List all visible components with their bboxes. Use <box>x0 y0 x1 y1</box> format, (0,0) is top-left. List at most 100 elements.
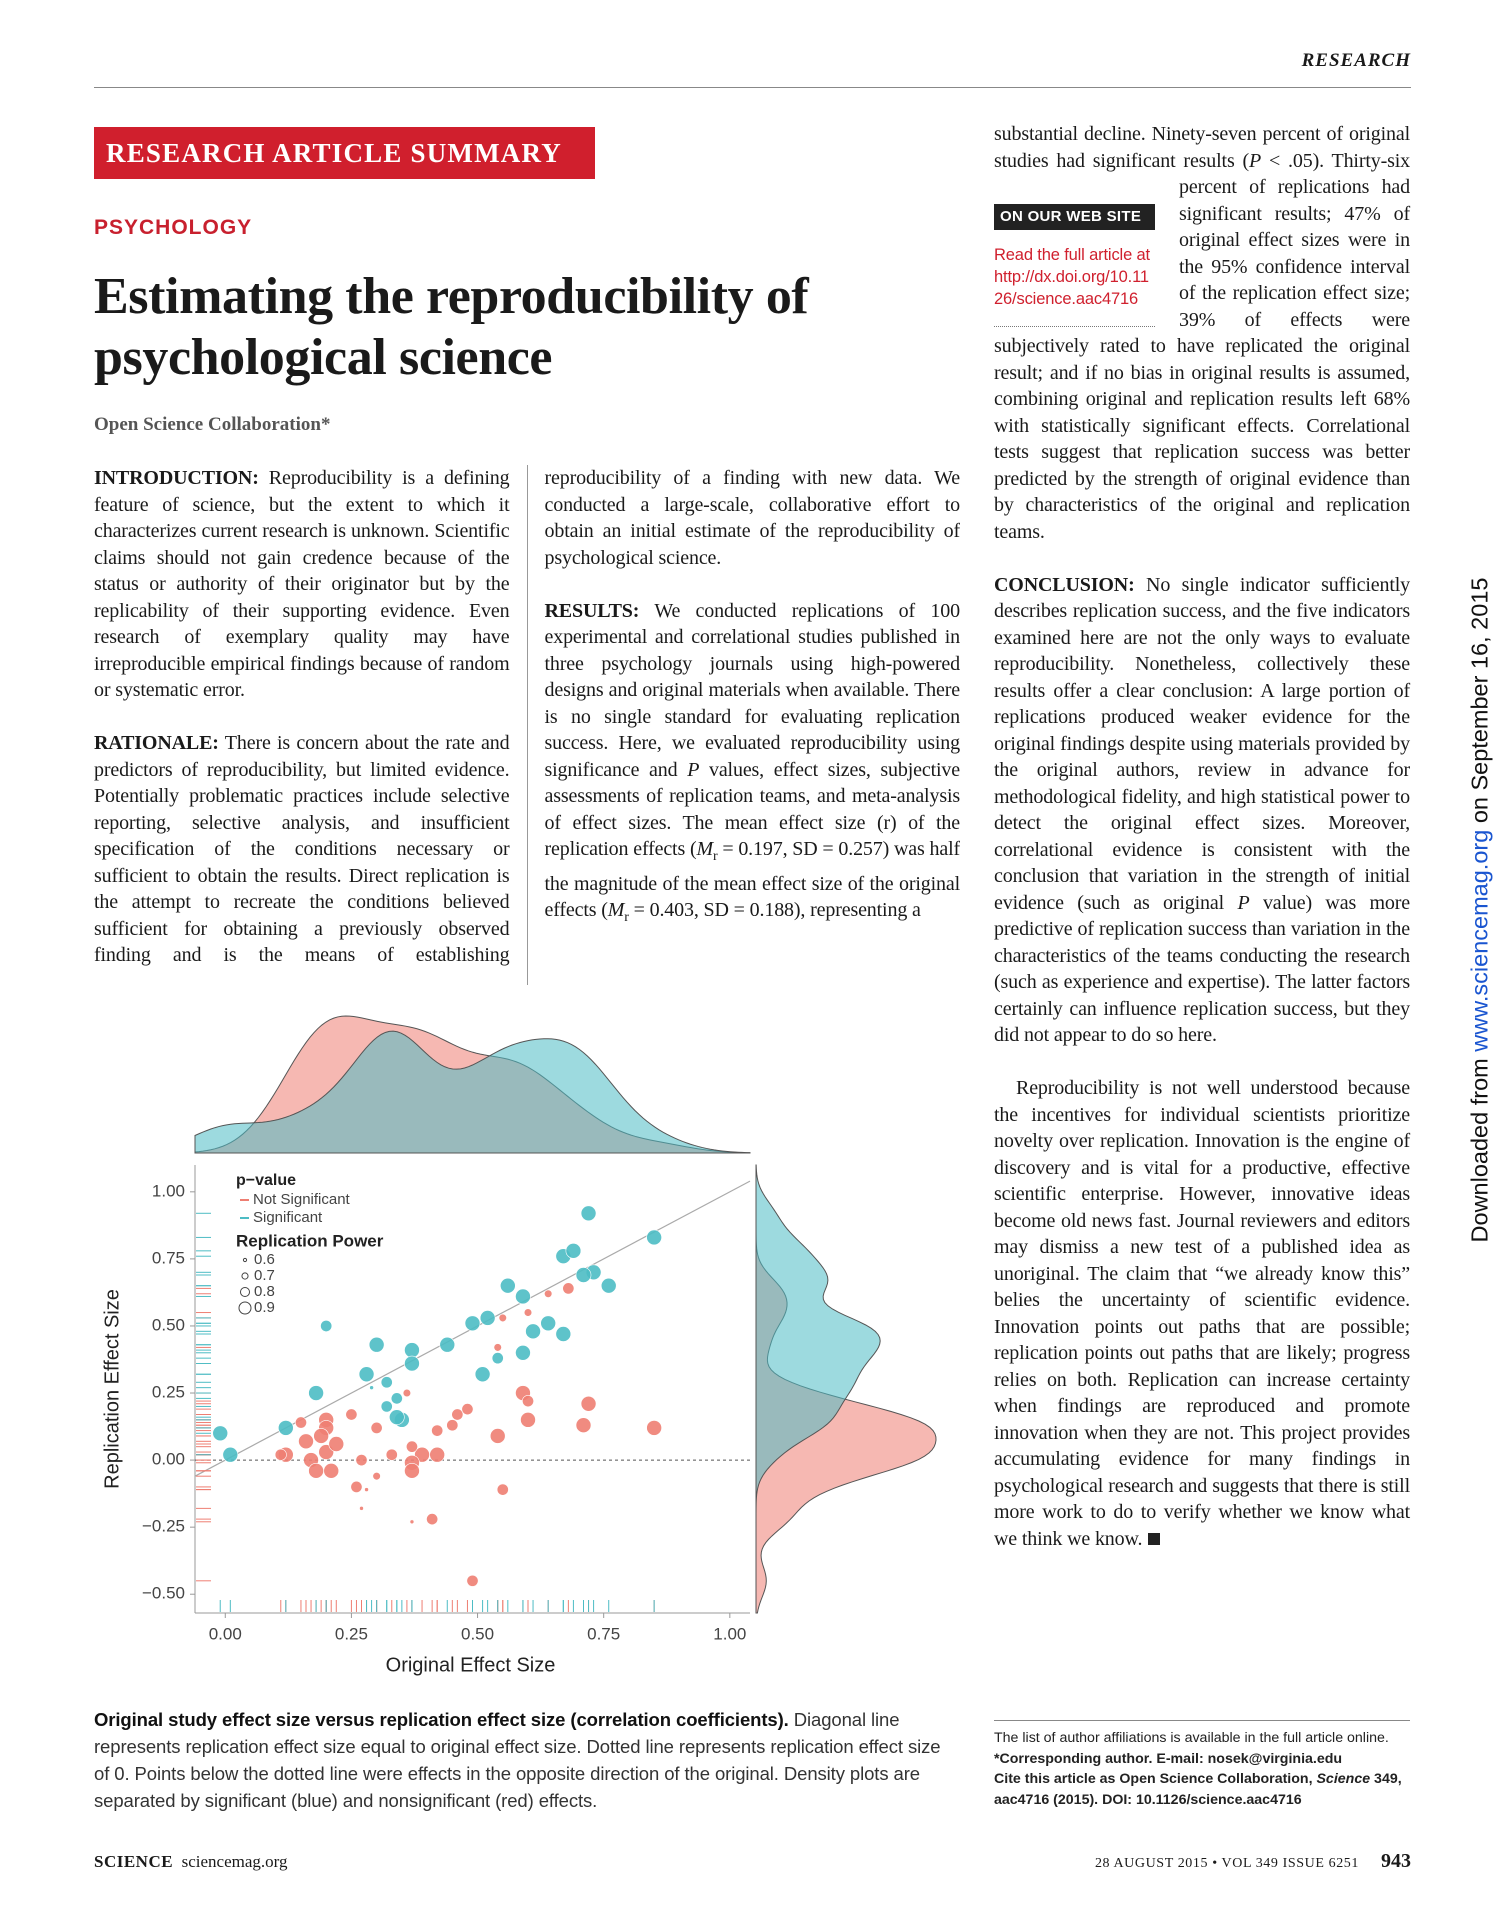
point <box>313 1428 329 1444</box>
y-tick-label: 1.00 <box>152 1181 185 1200</box>
paragraph-text: We conducted replications of 100 experim… <box>544 600 961 926</box>
point <box>466 1574 479 1587</box>
text-run: substantial decline. Ninety-seven percen… <box>994 123 1410 172</box>
y-tick-label: 0.25 <box>152 1383 185 1402</box>
point <box>461 1403 474 1416</box>
paragraph: substantial decline. Ninety-seven percen… <box>994 121 1410 545</box>
point <box>580 1395 597 1412</box>
point <box>404 1342 420 1358</box>
x-axis-title: Original Effect Size <box>386 1654 556 1676</box>
text-run: M <box>607 899 625 921</box>
article-title: Estimating the reproducibility of psycho… <box>94 268 809 386</box>
point <box>451 1408 464 1421</box>
page-number: 943 <box>1381 1850 1411 1872</box>
point <box>555 1326 572 1342</box>
paragraph: Reproducibility is not well understood b… <box>994 1075 1410 1552</box>
point <box>520 1412 536 1428</box>
end-mark <box>1148 1532 1161 1545</box>
point <box>409 1519 415 1525</box>
point <box>364 1487 369 1492</box>
point <box>544 1289 553 1298</box>
text-run: Science <box>1316 1771 1371 1787</box>
point <box>380 1376 393 1389</box>
point <box>565 1243 582 1259</box>
text-run: Cite this article as Open Science Collab… <box>994 1771 1317 1787</box>
y-tick-label: 0.75 <box>152 1248 185 1267</box>
point <box>390 1392 403 1405</box>
site: sciencemag.org <box>181 1852 288 1871</box>
point <box>274 1448 287 1461</box>
point <box>426 1513 439 1526</box>
figure-caption: Original study effect size versus replic… <box>94 1706 960 1814</box>
y-axis-title: Replication Effect Size <box>101 1289 123 1489</box>
footnote: *Corresponding author. E-mail: nosek@vir… <box>994 1749 1424 1770</box>
point <box>600 1277 617 1294</box>
label: RESULTS: <box>544 599 640 622</box>
header-rule <box>94 87 1411 88</box>
density-area <box>194 1030 751 1154</box>
text-run: on September 16, 2015 <box>1466 577 1493 830</box>
paragraph-text: There is concern about the rate and pred… <box>94 467 960 966</box>
text-run: < .05). Thirty-six percent of replicatio… <box>994 149 1411 543</box>
sidebar-link[interactable]: Read the full article at http://dx.doi.o… <box>994 244 1155 327</box>
footnote: Cite this article as Open Science Collab… <box>994 1769 1424 1810</box>
point <box>404 1463 420 1479</box>
legend-label: Significant <box>253 1209 323 1226</box>
point <box>522 1395 534 1408</box>
point <box>402 1388 412 1398</box>
text-run: = 0.197, SD = 0.257) was half the magnit… <box>544 838 961 921</box>
point <box>308 1385 324 1401</box>
point <box>562 1282 575 1295</box>
size-label: 0.8 <box>254 1283 275 1300</box>
text-run: , aac4716 (2015). DOI: 10.1126/science.a… <box>994 1771 1402 1808</box>
text-run: Downloaded from <box>1466 1051 1493 1243</box>
point <box>298 1433 314 1450</box>
sidebar-heading: ON OUR WEB SITE <box>994 204 1155 230</box>
point <box>323 1463 340 1479</box>
x-tick-label: 0.50 <box>461 1624 494 1643</box>
point <box>372 1472 381 1481</box>
point <box>515 1344 531 1361</box>
sidebar: ON OUR WEB SITE Read the full article at… <box>994 204 1155 327</box>
text-run: values, effect sizes, subjective assessm… <box>544 758 961 861</box>
point <box>308 1463 324 1479</box>
text-run: P <box>1249 149 1262 172</box>
x-tick-label: 0.75 <box>587 1624 620 1643</box>
footnote-rule <box>994 1720 1410 1721</box>
point <box>355 1454 368 1467</box>
label: INTRODUCTION: <box>94 467 259 489</box>
paragraph-text: Reproducibility is not well understood b… <box>994 1077 1410 1550</box>
point <box>464 1315 481 1332</box>
point <box>370 1421 383 1434</box>
point <box>385 1448 398 1461</box>
paragraph-text: Reproducibility is a defining feature of… <box>94 467 510 701</box>
point <box>489 1428 506 1444</box>
paragraph: INTRODUCTION: Reproducibility is a defin… <box>94 465 510 704</box>
text-run: No single indicator sufficiently describ… <box>994 573 1410 914</box>
point <box>580 1205 597 1222</box>
text-run: P <box>1237 891 1250 914</box>
point <box>474 1366 491 1383</box>
point <box>446 1419 459 1432</box>
size-key <box>238 1301 252 1315</box>
density-area <box>755 1164 881 1613</box>
size-key <box>239 1286 251 1298</box>
point <box>439 1336 456 1353</box>
y-tick-label: 0.50 <box>152 1315 185 1334</box>
size-label: 0.7 <box>254 1267 275 1284</box>
x-tick-label: 1.00 <box>713 1624 746 1643</box>
text-run: = 0.403, SD = 0.188), representing a <box>628 899 921 921</box>
caption-text: Diagonal line represents replication eff… <box>94 1709 941 1811</box>
point <box>405 1440 418 1453</box>
issue: 28 AUGUST 2015 • VOL 349 ISSUE 6251 <box>1094 1856 1359 1871</box>
point <box>479 1310 496 1326</box>
point <box>212 1425 229 1442</box>
paragraph: RESULTS: We conducted replications of 10… <box>545 598 961 932</box>
point <box>369 1385 374 1390</box>
y-tick-label: −0.25 <box>142 1517 185 1536</box>
legend-label: Not Significant <box>253 1191 351 1208</box>
x-tick-label: 0.00 <box>209 1624 242 1643</box>
point <box>359 1506 364 1511</box>
label: RATIONALE: <box>94 732 219 754</box>
